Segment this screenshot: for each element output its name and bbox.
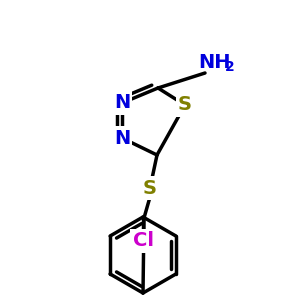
Text: Cl: Cl bbox=[133, 232, 154, 250]
Text: N: N bbox=[114, 94, 130, 112]
Text: S: S bbox=[178, 95, 192, 115]
Text: S: S bbox=[143, 178, 157, 197]
Text: N: N bbox=[114, 128, 130, 148]
Text: 2: 2 bbox=[225, 60, 235, 74]
Text: NH: NH bbox=[198, 52, 230, 71]
